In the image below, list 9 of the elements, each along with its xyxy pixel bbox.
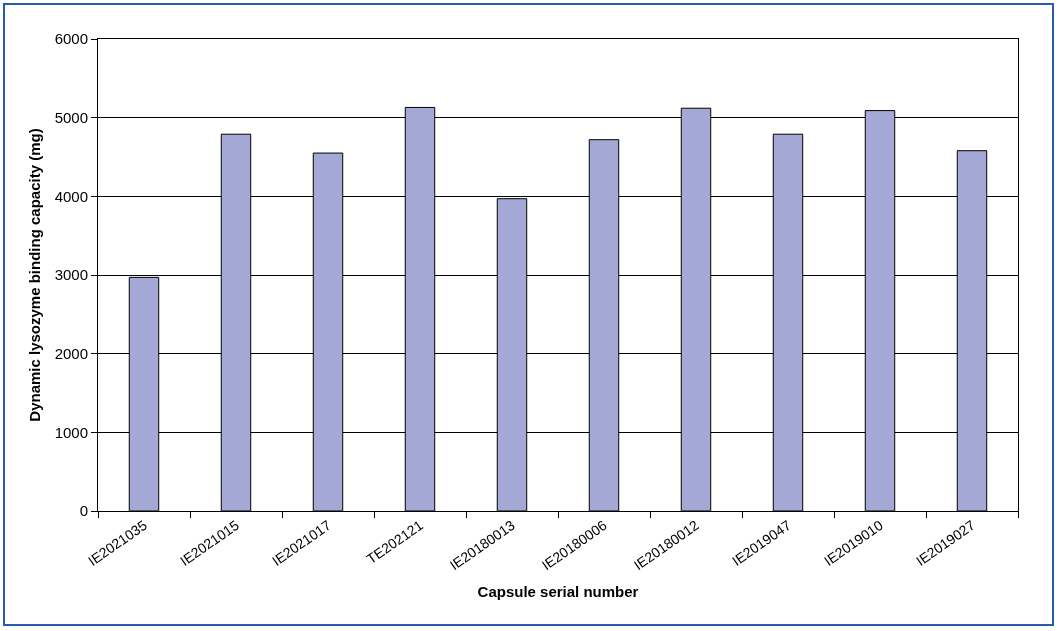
y-tick-label: 5000	[54, 108, 88, 126]
y-tick-label: 1000	[54, 423, 88, 441]
y-tick-label: 6000	[54, 30, 88, 48]
y-tick-label: 3000	[54, 266, 88, 284]
y-tick-label: 0	[79, 502, 88, 520]
x-axis-title: Capsule serial number	[477, 583, 639, 601]
y-axis-title: Dynamic lysozyme binding capacity (mg)	[25, 128, 43, 422]
y-tick-label: 2000	[54, 344, 88, 362]
y-tick-label: 4000	[54, 187, 88, 205]
